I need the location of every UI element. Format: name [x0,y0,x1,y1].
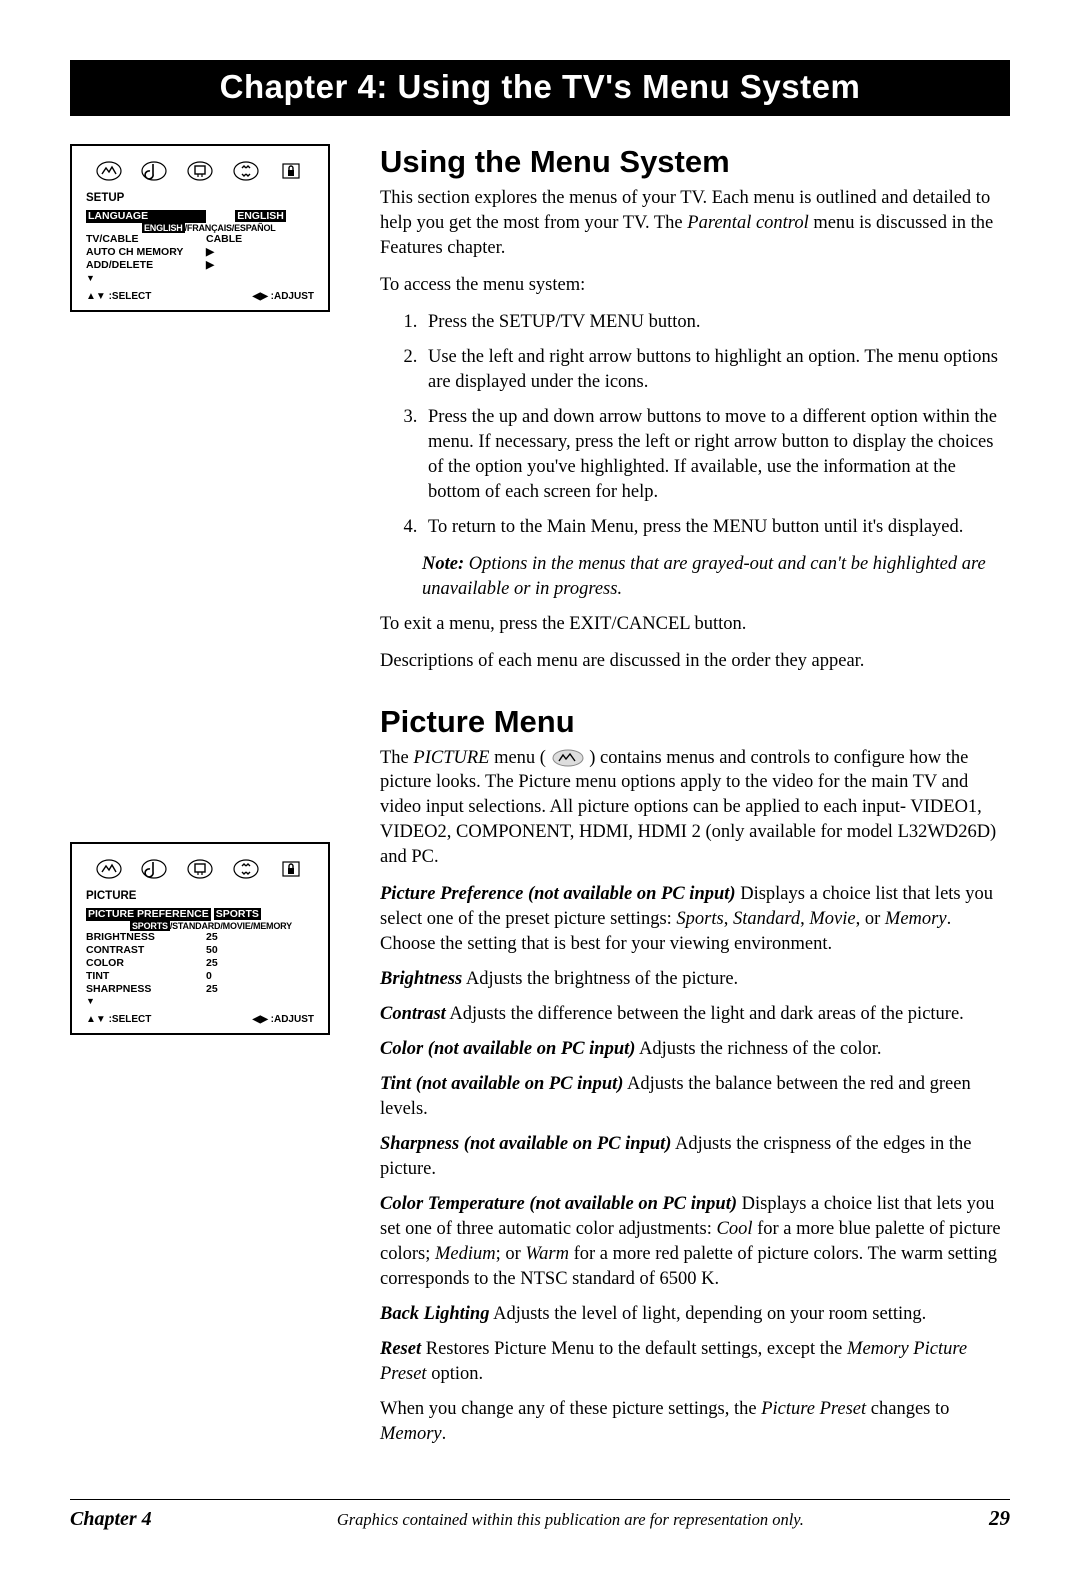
menu-row: CONTRAST50 [86,944,314,957]
menu-row: ADD/DELETE▶ [86,259,314,272]
row-key: AUTO CH MEMORY [86,246,206,259]
row-key: ADD/DELETE [86,259,206,272]
content-area: SETUP LANGUAGE ENGLISH ENGLISH/FRANÇAIS/… [70,144,1010,1459]
sub-line: SPORTS/STANDARD/MOVIE/MEMORY [130,921,318,931]
picture-screen: PICTURE PICTURE PREFERENCE SPORTS SPORTS… [70,842,330,1036]
picture-inline-icon [551,749,585,767]
menu-row: LANGUAGE ENGLISH [86,210,314,223]
definition-item: Contrast Adjusts the difference between … [380,1002,1010,1027]
row-val: ENGLISH [206,210,314,223]
right-column: Using the Menu System This section explo… [380,144,1010,1459]
screen-icon [186,858,214,880]
screen-icon [186,160,214,182]
exit-text: To exit a menu, press the EXIT/CANCEL bu… [380,612,1010,637]
menu-row: PICTURE PREFERENCE SPORTS [86,908,314,921]
screen-footer: ▲▼ :SELECT ◀▶ :ADJUST [86,1012,314,1025]
setup-screen: SETUP LANGUAGE ENGLISH ENGLISH/FRANÇAIS/… [70,144,330,312]
menu-row: TINT0 [86,970,314,983]
row-key: CONTRAST [86,944,206,957]
row-key: LANGUAGE [86,210,206,223]
row-val: 25 [206,931,314,944]
row-key: SHARPNESS [86,983,206,996]
footer-page: 29 [989,1506,1010,1531]
row-val: 25 [206,983,314,996]
definition-item: Color Temperature (not available on PC i… [380,1192,1010,1292]
row-val: SPORTS [211,908,314,921]
step-list: Press the SETUP/TV MENU button. Use the … [422,310,1010,540]
step-item: Use the left and right arrow buttons to … [422,345,1010,395]
footer-chapter: Chapter 4 [70,1508,152,1531]
row-val: 50 [206,944,314,957]
menu-row: AUTO CH MEMORY▶ [86,246,314,259]
row-val: ▶ [206,246,314,259]
row-key: TINT [86,970,206,983]
row-key: COLOR [86,957,206,970]
row-key: TV/CABLE [86,233,206,246]
definition-item: Color (not available on PC input) Adjust… [380,1037,1010,1062]
heading-picture: Picture Menu [380,704,1010,740]
more-indicator-icon: ▼ [86,273,314,283]
picture-icon [95,858,123,880]
lock-icon [277,160,305,182]
sub-line: ENGLISH/FRANÇAIS/ESPAÑOL [142,223,318,233]
chapter-banner: Chapter 4: Using the TV's Menu System [70,60,1010,116]
definition-item: Brightness Adjusts the brightness of the… [380,967,1010,992]
icon-row [82,858,318,880]
lock-icon [277,858,305,880]
step-item: Press the up and down arrow buttons to m… [422,405,1010,505]
definition-item: Sharpness (not available on PC input) Ad… [380,1132,1010,1182]
row-val: CABLE [206,233,314,246]
row-val: ▶ [206,259,314,272]
setup-gear-icon [232,160,260,182]
definition-item: Picture Preference (not available on PC … [380,882,1010,957]
heading-using: Using the Menu System [380,144,1010,180]
footer-select: ▲▼ :SELECT [86,1014,151,1025]
row-val: 0 [206,970,314,983]
screen-footer: ▲▼ :SELECT ◀▶ :ADJUST [86,289,314,302]
picture-icon [95,160,123,182]
note-block: Note: Options in the menus that are gray… [422,552,1010,602]
setup-gear-icon [232,858,260,880]
picture-title: PICTURE [86,890,314,902]
footer-adjust: ◀▶ :ADJUST [253,1014,315,1025]
left-column: SETUP LANGUAGE ENGLISH ENGLISH/FRANÇAIS/… [70,144,350,1459]
menu-row: TV/CABLECABLE [86,233,314,246]
menu-row: BRIGHTNESS25 [86,931,314,944]
page-footer: Chapter 4 Graphics contained within this… [70,1499,1010,1531]
intro-paragraph: This section explores the menus of your … [380,186,1010,261]
desc-text: Descriptions of each menu are discussed … [380,649,1010,674]
sound-icon [140,160,168,182]
definitions: Picture Preference (not available on PC … [380,882,1010,1386]
definition-item: Reset Restores Picture Menu to the defau… [380,1337,1010,1387]
access-lead: To access the menu system: [380,273,1010,298]
row-key: BRIGHTNESS [86,931,206,944]
step-item: To return to the Main Menu, press the ME… [422,515,1010,540]
menu-row: SHARPNESS25 [86,983,314,996]
sound-icon [140,858,168,880]
menu-row: COLOR25 [86,957,314,970]
row-val: 25 [206,957,314,970]
footer-select: ▲▼ :SELECT [86,291,151,302]
definition-item: Back Lighting Adjusts the level of light… [380,1302,1010,1327]
setup-title: SETUP [86,192,314,204]
icon-row [82,160,318,182]
step-item: Press the SETUP/TV MENU button. [422,310,1010,335]
picture-closing: When you change any of these picture set… [380,1397,1010,1447]
row-key: PICTURE PREFERENCE [86,908,211,921]
picture-intro: The PICTURE menu ( ) contains menus and … [380,746,1010,871]
footer-adjust: ◀▶ :ADJUST [253,291,315,302]
definition-item: Tint (not available on PC input) Adjusts… [380,1072,1010,1122]
more-indicator-icon: ▼ [86,996,314,1006]
